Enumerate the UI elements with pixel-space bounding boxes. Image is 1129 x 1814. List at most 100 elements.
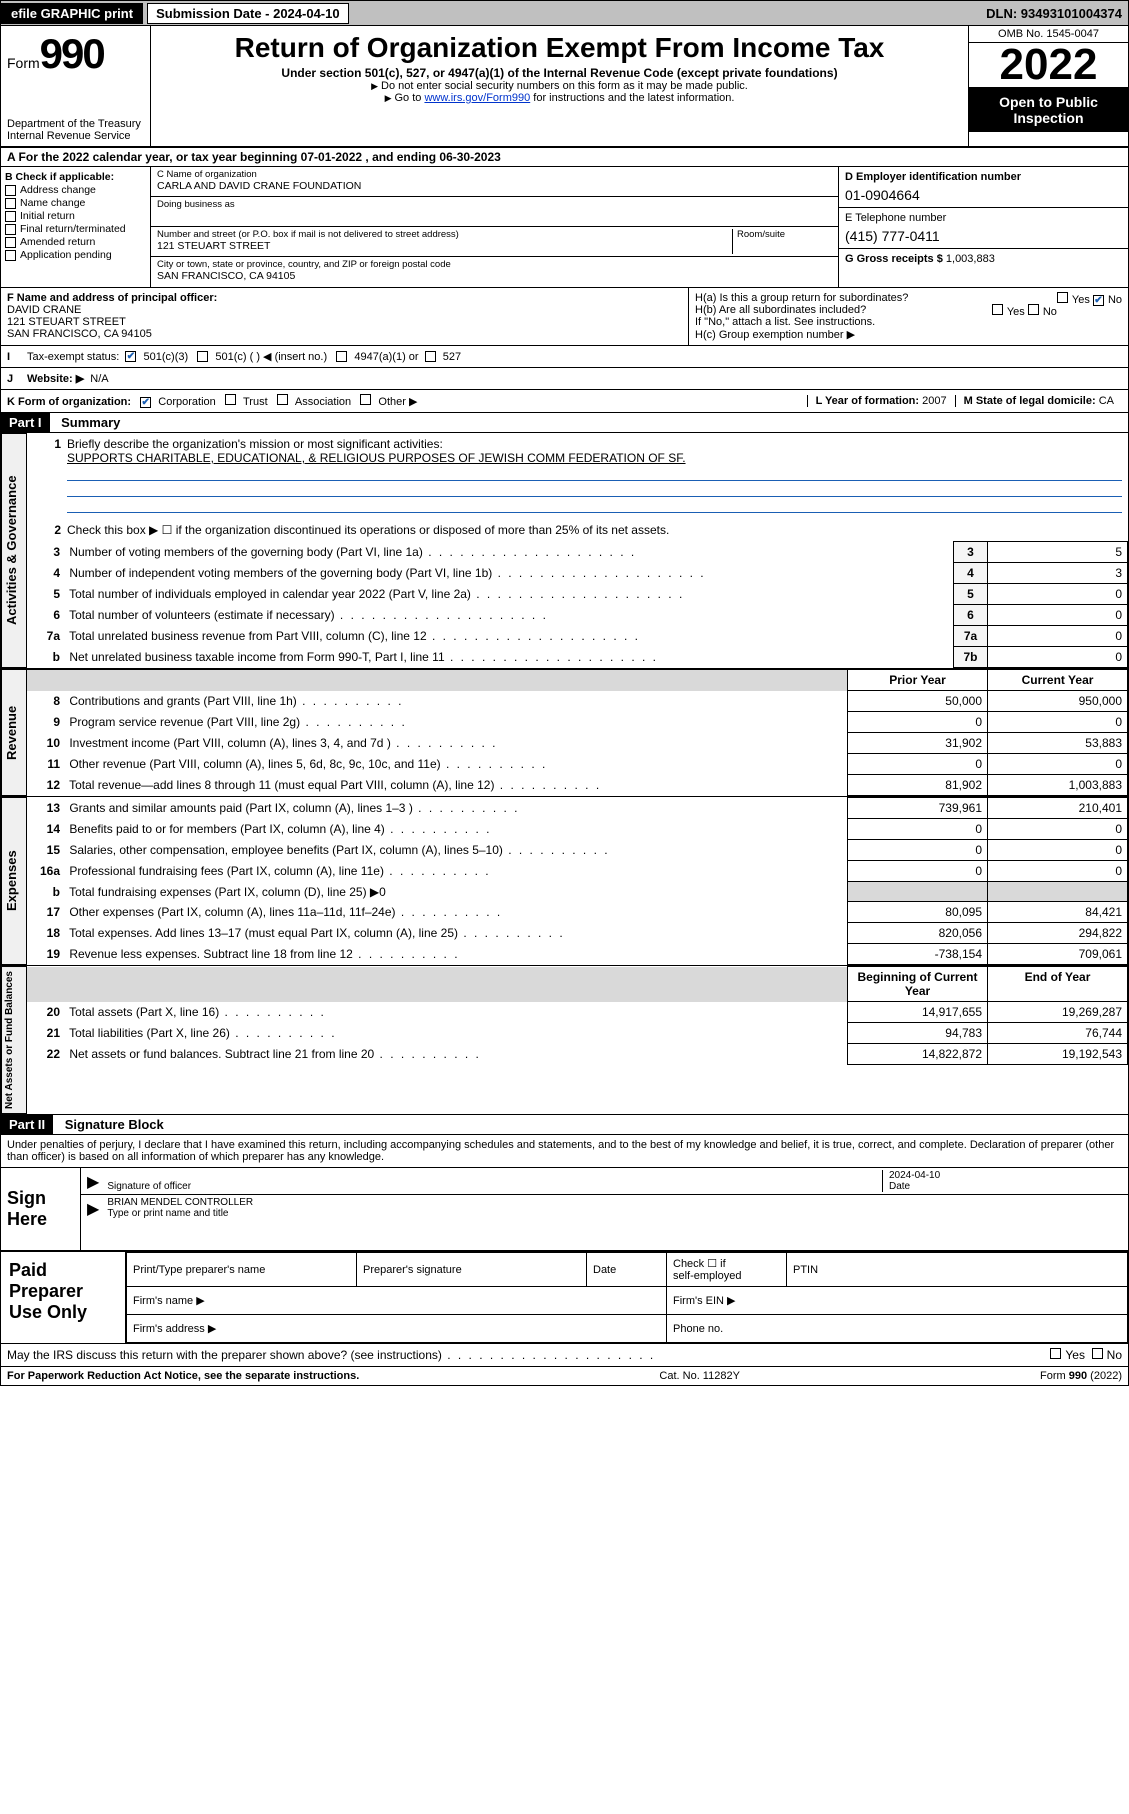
sig-date-value: 2024-04-10 [889,1170,1122,1181]
firm-addr-label: Firm's address ▶ [133,1323,216,1335]
gross-receipts-label: G Gross receipts $ [845,253,943,265]
pra-notice: For Paperwork Reduction Act Notice, see … [7,1370,359,1382]
discuss-yes[interactable] [1050,1348,1061,1359]
chk-application-pending[interactable]: Application pending [5,249,146,261]
form-number: Form990 [7,30,144,78]
row-line-9: 9 Program service revenue (Part VIII, li… [27,712,1128,733]
gov-row-7a: 7a Total unrelated business revenue from… [27,626,1128,647]
prep-date-label: Date [593,1264,616,1276]
h-c-row: H(c) Group exemption number ▶ [695,328,1122,341]
form-header: Form990 Department of the Treasury Inter… [1,26,1128,148]
h-a-row: H(a) Is this a group return for subordin… [695,292,1122,304]
side-expenses: Expenses [1,797,27,965]
website-row: J Website: ▶ N/A [1,368,1128,390]
page-footer: For Paperwork Reduction Act Notice, see … [1,1366,1128,1385]
chk-association[interactable] [277,394,288,405]
row-line-22: 22 Net assets or fund balances. Subtract… [27,1044,1128,1065]
form-version: Form 990 (2022) [1040,1370,1122,1382]
gov-row-4: 4 Number of independent voting members o… [27,563,1128,584]
gross-receipts-value: 1,003,883 [946,253,995,265]
prep-name-label: Print/Type preparer's name [133,1264,265,1276]
ein-value: 01-0904664 [845,183,1122,203]
chk-501c[interactable] [197,351,208,362]
year-formation: 2007 [922,395,946,407]
city-label: City or town, state or province, country… [157,259,832,270]
paid-preparer-block: Paid Preparer Use Only Print/Type prepar… [1,1250,1128,1343]
firm-ein-label: Firm's EIN ▶ [673,1295,736,1307]
sign-here-block: Sign Here ▶ Signature of officer 2024-04… [1,1168,1128,1250]
signer-name-value: BRIAN MENDEL CONTROLLER [107,1197,1122,1208]
chk-initial-return[interactable]: Initial return [5,210,146,222]
part-2-header: Part II Signature Block [1,1115,1128,1135]
col-boy: Beginning of Current Year [848,967,988,1002]
signature-arrow-icon: ▶ [87,1172,99,1192]
discuss-row: May the IRS discuss this return with the… [1,1343,1128,1366]
telephone-value: (415) 777-0411 [845,224,1122,244]
chk-527[interactable] [425,351,436,362]
tax-year: 2022 [969,43,1128,88]
row-line-15: 15 Salaries, other compensation, employe… [27,840,1128,861]
officer-group-row: F Name and address of principal officer:… [1,288,1128,346]
officer-name: DAVID CRANE [7,304,81,316]
submission-date-pill: Submission Date - 2024-04-10 [147,3,349,24]
row-line-b: b Total fundraising expenses (Part IX, c… [27,882,1128,902]
form-title: Return of Organization Exempt From Incom… [161,32,958,64]
col-eoy: End of Year [988,967,1128,1002]
gov-row-5: 5 Total number of individuals employed i… [27,584,1128,605]
efile-pill[interactable]: efile GRAPHIC print [1,3,143,24]
org-name-label: C Name of organization [157,169,832,180]
sign-here-label: Sign Here [1,1168,81,1250]
website-value: N/A [90,373,108,385]
dba-label: Doing business as [157,199,832,210]
instructions-link[interactable]: www.irs.gov/Form990 [424,92,530,104]
row-line-18: 18 Total expenses. Add lines 13–17 (must… [27,923,1128,944]
chk-corporation[interactable] [140,397,151,408]
mission-text: SUPPORTS CHARITABLE, EDUCATIONAL, & RELI… [67,451,686,465]
org-name: CARLA AND DAVID CRANE FOUNDATION [157,180,832,192]
chk-address-change[interactable]: Address change [5,184,146,196]
col-prior-year: Prior Year [848,670,988,691]
row-line-21: 21 Total liabilities (Part X, line 26)94… [27,1023,1128,1044]
open-to-public: Open to Public Inspection [969,88,1128,132]
phone-label: Phone no. [673,1323,723,1335]
sig-date-label: Date [889,1181,1122,1192]
section-b-title: B Check if applicable: [5,171,146,183]
row-line-16a: 16a Professional fundraising fees (Part … [27,861,1128,882]
col-current-year: Current Year [988,670,1128,691]
subtitle-3: Go to www.irs.gov/Form990 for instructio… [161,92,958,104]
discuss-no[interactable] [1092,1348,1103,1359]
chk-4947[interactable] [336,351,347,362]
officer-label: F Name and address of principal officer: [7,292,217,304]
subtitle-2: Do not enter social security numbers on … [161,80,958,92]
ptin-label: PTIN [793,1264,818,1276]
identity-block: B Check if applicable: Address change Na… [1,167,1128,288]
chk-final-return[interactable]: Final return/terminated [5,223,146,235]
row-line-10: 10 Investment income (Part VIII, column … [27,733,1128,754]
chk-other[interactable] [360,394,371,405]
sig-officer-label: Signature of officer [107,1181,882,1192]
tax-period-row: A For the 2022 calendar year, or tax yea… [1,148,1128,167]
street-value: 121 STEUART STREET [157,240,732,252]
ein-label: D Employer identification number [845,171,1122,183]
line2-text: Check this box ▶ ☐ if the organization d… [67,523,1122,537]
chk-name-change[interactable]: Name change [5,197,146,209]
row-line-14: 14 Benefits paid to or for members (Part… [27,819,1128,840]
state-domicile: CA [1099,395,1114,407]
h-b2-row: If "No," attach a list. See instructions… [695,316,1122,328]
self-employed-check[interactable]: Check ☐ if [673,1258,726,1270]
name-arrow-icon: ▶ [87,1199,99,1219]
street-label: Number and street (or P.O. box if mail i… [157,229,732,240]
chk-amended-return[interactable]: Amended return [5,236,146,248]
row-line-19: 19 Revenue less expenses. Subtract line … [27,944,1128,965]
side-net-assets: Net Assets or Fund Balances [1,966,27,1114]
row-line-8: 8 Contributions and grants (Part VIII, l… [27,691,1128,712]
officer-addr2: SAN FRANCISCO, CA 94105 [7,328,152,340]
chk-trust[interactable] [225,394,236,405]
dept-label: Department of the Treasury [7,118,144,130]
penalty-statement: Under penalties of perjury, I declare th… [1,1135,1128,1168]
top-bar: efile GRAPHIC print Submission Date - 20… [0,0,1129,26]
chk-501c3[interactable] [125,351,136,362]
row-line-13: 13 Grants and similar amounts paid (Part… [27,798,1128,819]
telephone-label: E Telephone number [845,212,1122,224]
side-revenue: Revenue [1,669,27,796]
